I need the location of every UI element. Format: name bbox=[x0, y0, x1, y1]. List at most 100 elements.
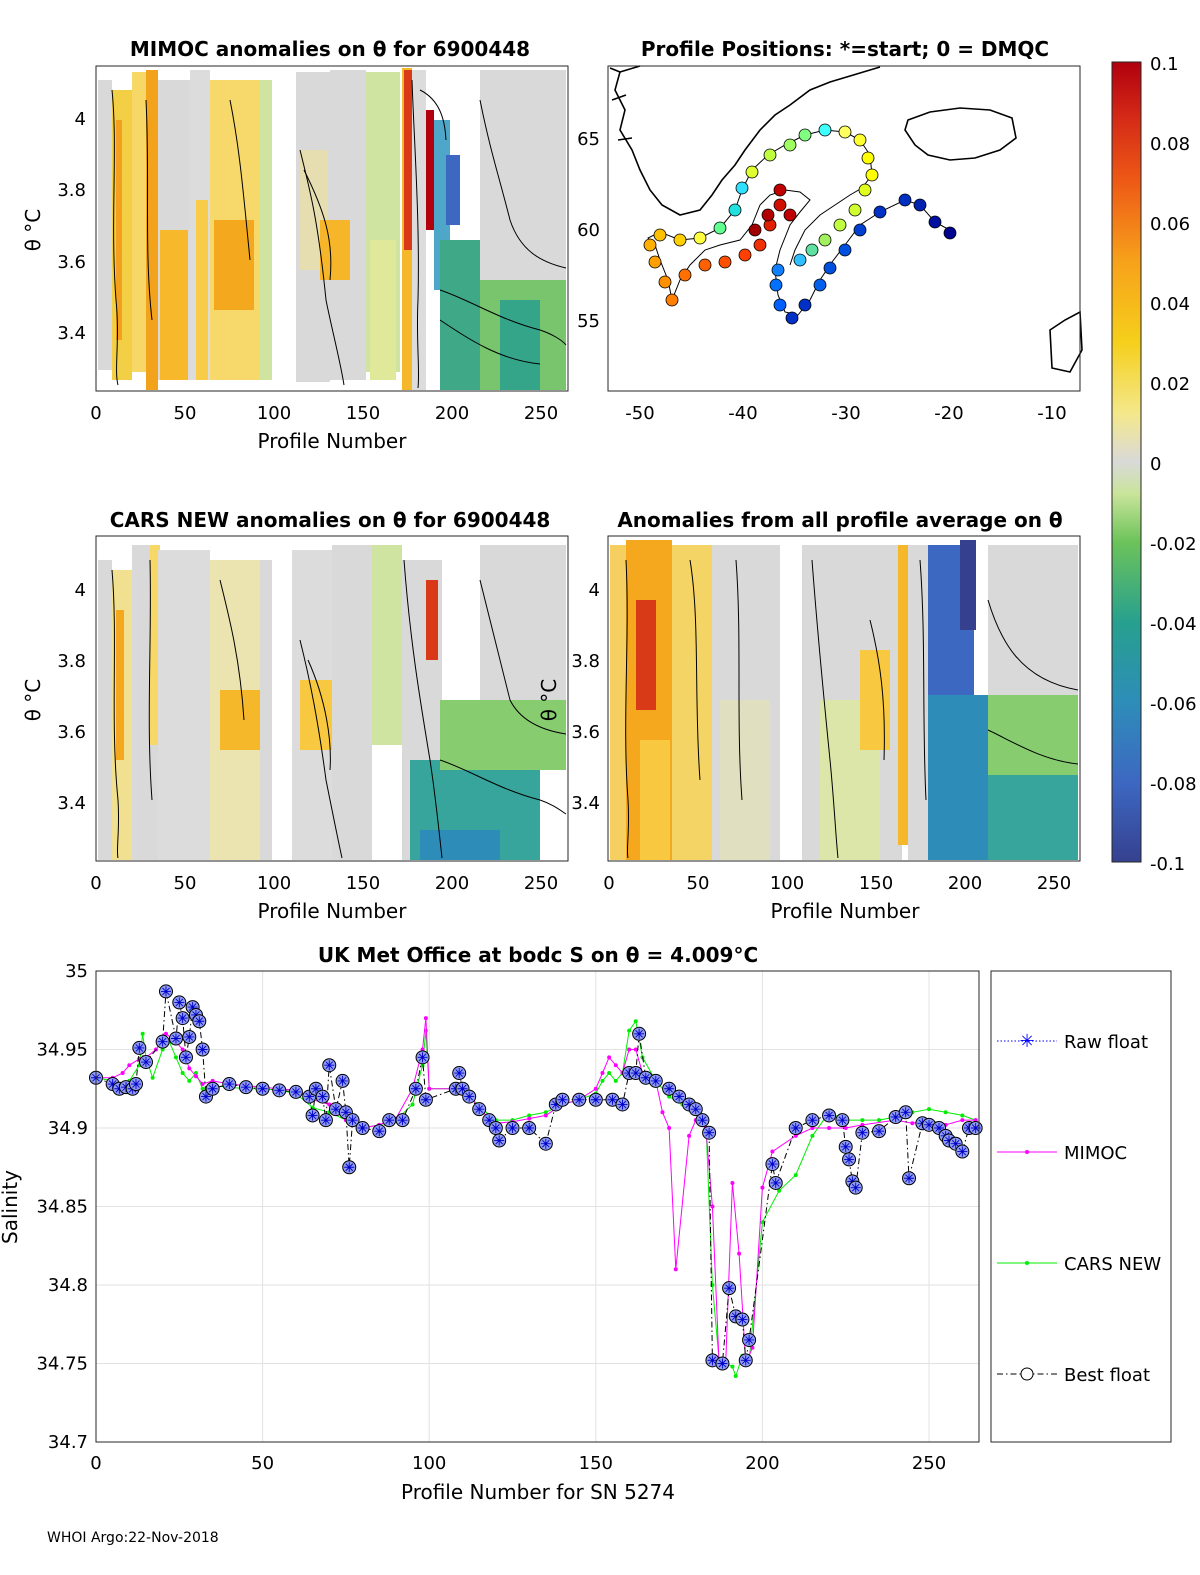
data-point-mimoc bbox=[660, 1110, 665, 1115]
data-point-raw-float bbox=[807, 1115, 818, 1126]
map-xtick: -40 bbox=[728, 403, 757, 424]
data-point-mimoc bbox=[543, 1113, 548, 1118]
map-xticks: -50 -40 -30 -20 -10 bbox=[625, 403, 1066, 424]
data-point-raw-float bbox=[634, 1028, 645, 1039]
legend-mimoc-marker bbox=[1025, 1150, 1029, 1154]
data-point-raw-float bbox=[310, 1083, 321, 1094]
data-point-raw-float bbox=[724, 1283, 735, 1294]
mimoc-xtick: 250 bbox=[524, 403, 558, 424]
legend-box bbox=[990, 970, 1172, 1443]
data-point-mimoc bbox=[607, 1055, 612, 1060]
map-panel: Profile Positions: *=start; 0 = DMQC bbox=[577, 37, 1083, 424]
data-point-raw-float bbox=[274, 1085, 285, 1096]
salinity-xlabel: Profile Number for SN 5274 bbox=[401, 1480, 675, 1504]
legend-label: MIMOC bbox=[1064, 1143, 1127, 1164]
data-point-raw-float bbox=[417, 1052, 428, 1063]
data-point-cars-new bbox=[140, 1031, 145, 1036]
map-yticks: 65 60 55 bbox=[577, 129, 600, 332]
data-point-raw-float bbox=[837, 1115, 848, 1126]
data-point-raw-float bbox=[684, 1099, 695, 1110]
data-point-raw-float bbox=[160, 986, 171, 997]
data-point-cars-new bbox=[877, 1118, 882, 1123]
data-point-raw-float bbox=[410, 1083, 421, 1094]
cars-xtick: 0 bbox=[90, 873, 101, 894]
legend-label: Raw float bbox=[1064, 1032, 1148, 1053]
avg-xtick: 150 bbox=[859, 873, 893, 894]
data-point-raw-float bbox=[324, 1060, 335, 1071]
data-point-raw-float bbox=[330, 1104, 341, 1115]
circle-icon bbox=[1020, 1367, 1034, 1381]
data-point-raw-float bbox=[304, 1091, 315, 1102]
data-point-raw-float bbox=[790, 1123, 801, 1133]
cars-ytick: 3.4 bbox=[57, 793, 86, 814]
data-point-raw-float bbox=[630, 1068, 641, 1079]
avg-axes-box bbox=[607, 535, 1081, 862]
footer-note: WHOI Argo:22-Nov-2018 bbox=[47, 1530, 219, 1546]
map-xtick: -30 bbox=[831, 403, 860, 424]
data-point-cars-new bbox=[760, 1220, 765, 1225]
mimoc-panel: MIMOC anomalies on θ for 6900448 bbox=[21, 37, 569, 453]
mimoc-contours bbox=[111, 79, 567, 389]
data-point-mimoc bbox=[120, 1071, 125, 1076]
mimoc-ylabel: θ °C bbox=[21, 209, 45, 252]
data-point-raw-float bbox=[850, 1182, 861, 1193]
colorbar-tick: -0.04 bbox=[1150, 614, 1197, 635]
data-point-raw-float bbox=[184, 1031, 195, 1042]
data-point-raw-float bbox=[844, 1154, 855, 1165]
legend-item-best-float: Best float bbox=[997, 1365, 1150, 1386]
data-point-raw-float bbox=[337, 1075, 348, 1086]
data-point-cars-new bbox=[600, 1078, 605, 1083]
data-point-mimoc bbox=[527, 1116, 532, 1121]
data-point-raw-float bbox=[307, 1110, 318, 1121]
data-point-mimoc bbox=[760, 1185, 765, 1190]
map-xtick: -10 bbox=[1037, 403, 1066, 424]
avg-xtick: 250 bbox=[1037, 873, 1071, 894]
data-point-raw-float bbox=[190, 1009, 201, 1020]
data-point-raw-float bbox=[704, 1127, 715, 1138]
data-point-raw-float bbox=[574, 1094, 585, 1105]
salinity-xtick: 100 bbox=[412, 1453, 446, 1474]
avg-xtick: 200 bbox=[948, 873, 982, 894]
mimoc-yticks: 4 3.8 3.6 3.4 bbox=[57, 109, 86, 344]
salinity-title: UK Met Office at bodc S on θ = 4.009°C bbox=[318, 943, 758, 967]
legend-item-raw-float: ✳ Raw float bbox=[997, 1031, 1148, 1053]
mimoc-xtick: 100 bbox=[257, 403, 291, 424]
salinity-xtick: 50 bbox=[251, 1453, 274, 1474]
data-point-mimoc bbox=[710, 1204, 715, 1209]
cars-ytick: 3.6 bbox=[57, 722, 86, 743]
data-point-raw-float bbox=[107, 1079, 118, 1090]
data-point-mimoc bbox=[180, 1047, 185, 1052]
data-point-mimoc bbox=[593, 1086, 598, 1091]
data-point-raw-float bbox=[420, 1094, 431, 1105]
data-point-raw-float bbox=[590, 1094, 601, 1105]
data-point-raw-float bbox=[924, 1119, 935, 1130]
data-point-mimoc bbox=[960, 1118, 965, 1123]
data-point-raw-float bbox=[664, 1083, 675, 1094]
data-point-raw-float bbox=[490, 1123, 501, 1133]
avg-ytick: 3.4 bbox=[571, 793, 600, 814]
avg-xtick: 100 bbox=[770, 873, 804, 894]
data-point-mimoc bbox=[600, 1071, 605, 1076]
colorbar: 0.1 0.08 0.06 0.04 0.02 0 -0.02 -0.04 -0… bbox=[1111, 54, 1197, 875]
data-point-cars-new bbox=[777, 1188, 782, 1193]
mimoc-xlabel: Profile Number bbox=[258, 429, 408, 453]
data-point-raw-float bbox=[174, 997, 185, 1008]
data-point-raw-float bbox=[550, 1099, 561, 1110]
mimoc-ytick: 4 bbox=[75, 109, 86, 130]
data-point-mimoc bbox=[687, 1133, 692, 1138]
data-point-cars-new bbox=[733, 1374, 738, 1379]
data-point-raw-float bbox=[507, 1123, 518, 1133]
data-point-raw-float bbox=[737, 1314, 748, 1325]
data-point-raw-float bbox=[944, 1135, 955, 1146]
data-point-raw-float bbox=[397, 1115, 408, 1126]
data-point-mimoc bbox=[163, 1031, 168, 1036]
data-point-raw-float bbox=[740, 1355, 751, 1366]
data-point-cars-new bbox=[180, 1071, 185, 1076]
data-point-raw-float bbox=[890, 1112, 901, 1123]
data-point-raw-float bbox=[770, 1177, 781, 1188]
data-point-cars-new bbox=[200, 1086, 205, 1091]
salinity-xtick: 250 bbox=[912, 1453, 946, 1474]
data-point-raw-float bbox=[197, 1044, 208, 1055]
data-point-raw-float bbox=[194, 1016, 205, 1027]
